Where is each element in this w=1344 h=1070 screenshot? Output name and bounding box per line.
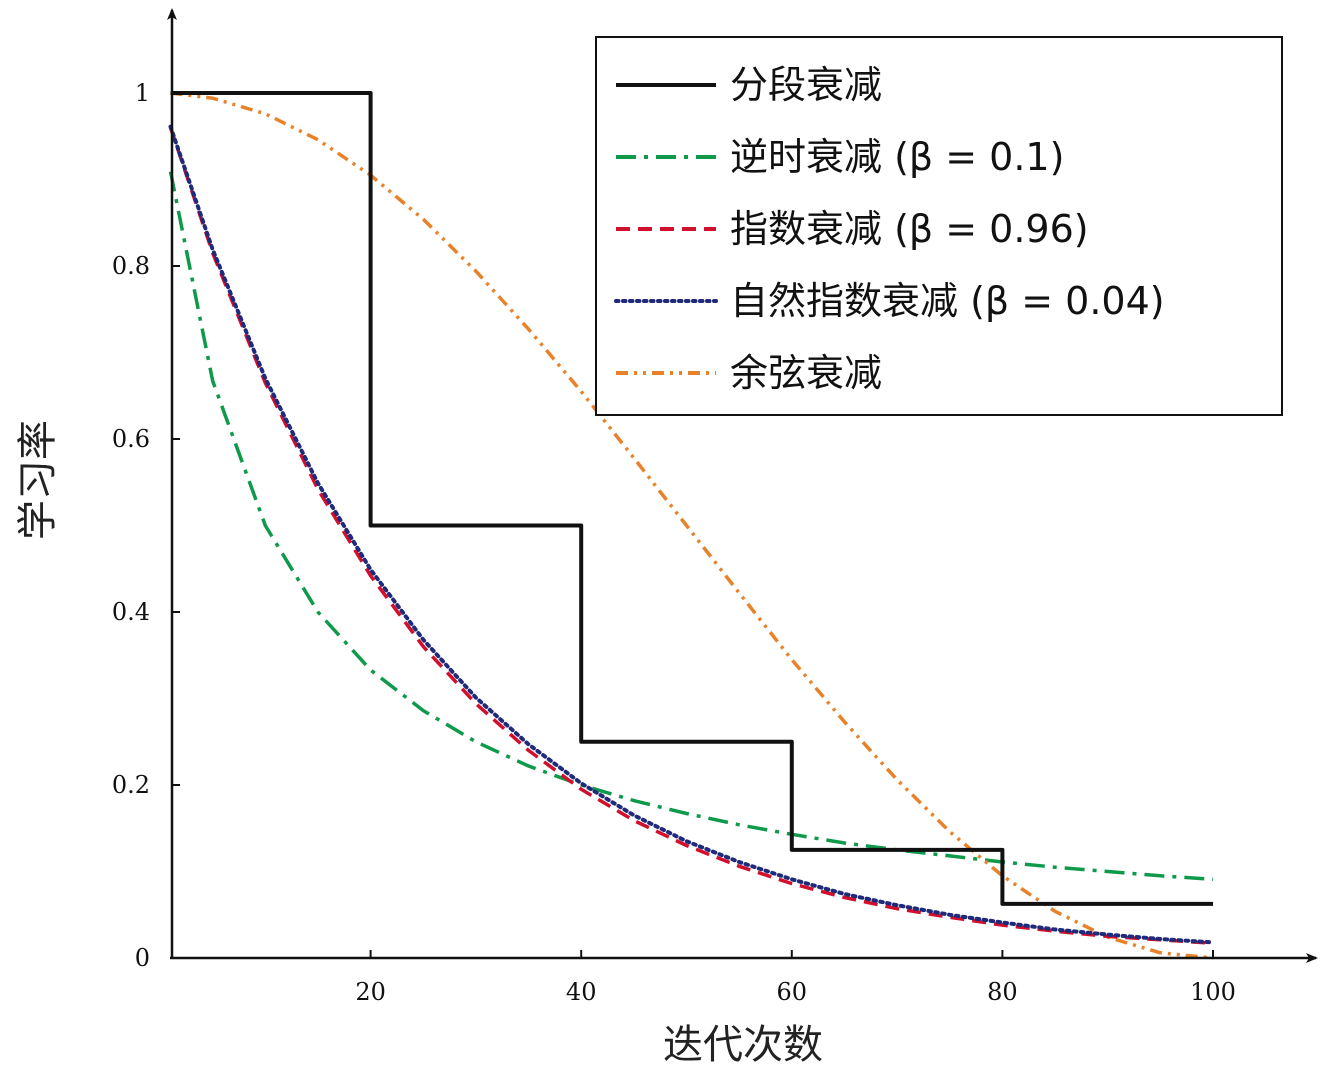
series-line	[168, 124, 1215, 945]
y-tick-label: 0.6	[112, 425, 150, 453]
x-tick-label: 100	[1190, 978, 1236, 1006]
series-line	[168, 171, 1214, 882]
series-line	[168, 127, 1214, 946]
y-tick-label: 0.2	[112, 771, 150, 799]
x-tick-label: 80	[987, 978, 1018, 1006]
y-tick-label: 0.4	[112, 598, 150, 626]
y-ticks: 0 0.2 0.4 0.6 0.8 1	[112, 79, 180, 972]
legend-label: 分段衰减	[730, 63, 882, 107]
y-tick-label: 1	[135, 79, 150, 107]
y-axis-title: 学习率	[15, 420, 61, 540]
legend-label: 逆时衰减 (β = 0.1)	[730, 135, 1064, 179]
legend-label: 自然指数衰减 (β = 0.04)	[730, 279, 1165, 323]
legend-label: 指数衰减 (β = 0.96)	[730, 207, 1089, 251]
legend-box	[595, 36, 1283, 416]
x-tick-label: 20	[355, 978, 386, 1006]
y-tick-label: 0	[135, 944, 150, 972]
x-tick-label: 60	[777, 978, 808, 1006]
series-layer	[168, 91, 1215, 960]
y-tick-label: 0.8	[112, 252, 150, 280]
x-ticks: 20 40 60 80 100	[355, 950, 1236, 1006]
series-line	[170, 91, 1213, 906]
x-tick-label: 40	[566, 978, 597, 1006]
x-axis-title: 迭代次数	[663, 1022, 823, 1068]
series-line	[170, 91, 1214, 960]
legend-label: 余弦衰减	[730, 351, 882, 395]
